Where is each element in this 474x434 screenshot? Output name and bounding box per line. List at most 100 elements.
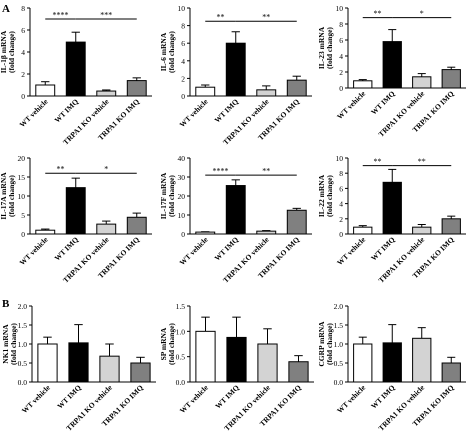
chart-2: 0 2 4 6 8 10 IL-6 mRNA (fold change) WT vehicle W… (159, 4, 312, 147)
y-tick-label: 0.5 (176, 353, 186, 362)
y-tick-label: 4 (181, 57, 185, 66)
y-axis-label: IL-17A mRNA (0, 172, 8, 220)
x-tick-label: WT IMQ (369, 383, 397, 411)
bar-wt-vehicle (35, 229, 56, 235)
bar-trpa1-ko-imq (130, 362, 151, 383)
significance-label: **** (213, 167, 229, 176)
bar-wt-imq (382, 41, 402, 89)
bar-trpa1-ko-imq (286, 209, 307, 235)
chart-4: 0 5 10 15 20 IL-17A mRNA (fold change) WT vehic… (0, 154, 152, 285)
x-tick-label: WT vehicle (335, 383, 368, 416)
y-tick-label: 0.5 (18, 359, 28, 368)
y-axis-label: (fold change) (325, 323, 334, 365)
bar-wt-imq (225, 42, 246, 97)
y-tick-label: 10 (18, 192, 26, 201)
y-tick-label: 5 (21, 211, 25, 220)
x-tick-label: WT IMQ (53, 235, 81, 263)
y-tick-label: 1.5 (334, 321, 344, 330)
y-axis-label: IL-1β mRNA (0, 30, 8, 73)
y-axis-label: (fold change) (167, 175, 176, 217)
significance-label: ** (374, 157, 382, 166)
x-tick-label: WT IMQ (213, 97, 241, 125)
y-tick-label: 2.0 (18, 302, 28, 311)
y-tick-label: 1.5 (18, 321, 28, 330)
y-tick-label: 1.0 (176, 327, 186, 336)
significance-label: * (104, 165, 108, 174)
x-tick-label: WT vehicle (18, 235, 51, 268)
y-axis-label: (fold change) (325, 27, 334, 69)
bar-wt-vehicle (353, 80, 373, 89)
bar-wt-imq (382, 181, 402, 235)
bar-trpa1-ko-imq (441, 362, 461, 383)
y-tick-label: 20 (178, 192, 186, 201)
chart-1: 0 2 4 6 8 IL-1β mRNA (fold change) WT vehicle WT… (0, 4, 152, 147)
y-tick-label: 4 (21, 48, 25, 57)
x-tick-label: WT vehicle (335, 235, 368, 268)
y-tick-label: 20 (18, 154, 26, 163)
y-tick-label: 2 (339, 215, 343, 224)
y-tick-label: 1.0 (334, 340, 344, 349)
y-tick-label: 2 (21, 70, 25, 79)
y-tick-label: 1.5 (176, 302, 186, 311)
bar-wt-vehicle (35, 84, 56, 97)
y-tick-label: 0.5 (334, 359, 344, 368)
bar-wt-imq (65, 41, 86, 97)
panel-label-b: B (2, 298, 10, 310)
y-axis-label: NK1 mRNA (1, 324, 10, 364)
y-axis-label: (fold change) (325, 175, 334, 217)
significance-label: **** (53, 11, 69, 20)
x-tick-label: WT IMQ (213, 383, 241, 411)
x-tick-label: WT vehicle (18, 97, 51, 130)
significance-label: ** (262, 13, 270, 22)
bar-trpa1-ko-imq (286, 79, 307, 97)
significance-label: ** (217, 13, 225, 22)
significance-label: ** (374, 9, 382, 18)
y-tick-label: 2.0 (334, 302, 344, 311)
y-axis-label: CGRP mRNA (317, 321, 326, 367)
bar-wt-vehicle (353, 226, 373, 235)
bar-trpa1-ko-imq (441, 69, 461, 89)
chart-8: 0.0 0.5 1.0 1.5 SP mRNA (fold change) WT vehic… (159, 302, 314, 433)
y-tick-label: 0 (339, 84, 343, 93)
y-tick-label: 15 (18, 173, 26, 182)
y-axis-label: SP mRNA (159, 327, 168, 360)
x-tick-label: WT IMQ (369, 89, 397, 117)
x-tick-label: WT vehicle (20, 383, 53, 416)
y-tick-label: 2 (181, 74, 185, 83)
y-axis-label: IL-22 mRNA (317, 174, 326, 217)
y-axis-label: (fold change) (7, 31, 16, 73)
y-axis-label: IL-17F mRNA (159, 172, 168, 219)
y-tick-label: 0 (181, 92, 185, 101)
y-tick-label: 0 (21, 92, 25, 101)
y-tick-label: 40 (178, 154, 186, 163)
y-tick-label: 8 (21, 4, 25, 13)
bar-trpa1-ko-vehicle (256, 89, 277, 97)
y-tick-label: 0 (21, 230, 25, 239)
y-tick-label: 30 (178, 173, 186, 182)
significance-label: *** (100, 11, 112, 20)
y-tick-label: 0 (181, 230, 185, 239)
y-tick-label: 0 (339, 230, 343, 239)
x-tick-label: WT IMQ (369, 235, 397, 263)
bar-wt-imq (68, 342, 89, 383)
y-tick-label: 6 (339, 184, 343, 193)
x-tick-label: WT IMQ (55, 383, 83, 411)
y-axis-label: (fold change) (167, 323, 176, 365)
bar-trpa1-ko-vehicle (256, 230, 277, 235)
bar-wt-imq (226, 336, 247, 383)
chart-3: 0 2 4 6 8 10 IL-23 mRNA (fold change) WT vehicle… (317, 4, 466, 139)
significance-label: ** (418, 157, 426, 166)
bar-trpa1-ko-vehicle (412, 226, 432, 235)
bar-wt-vehicle (353, 343, 373, 383)
y-tick-label: 1.0 (18, 340, 28, 349)
y-tick-label: 8 (339, 20, 343, 29)
y-tick-label: 6 (339, 36, 343, 45)
x-tick-label: WT vehicle (335, 89, 368, 122)
y-tick-label: 0.0 (334, 378, 344, 387)
y-axis-label: (fold change) (7, 175, 16, 217)
y-tick-label: 4 (339, 200, 343, 209)
x-tick-label: WT IMQ (53, 97, 81, 125)
bar-trpa1-ko-vehicle (96, 90, 117, 97)
panel-label-a: A (2, 3, 10, 15)
chart-5: 0 10 20 30 40 IL-17F mRNA (fold change) WT vehi… (159, 154, 312, 285)
